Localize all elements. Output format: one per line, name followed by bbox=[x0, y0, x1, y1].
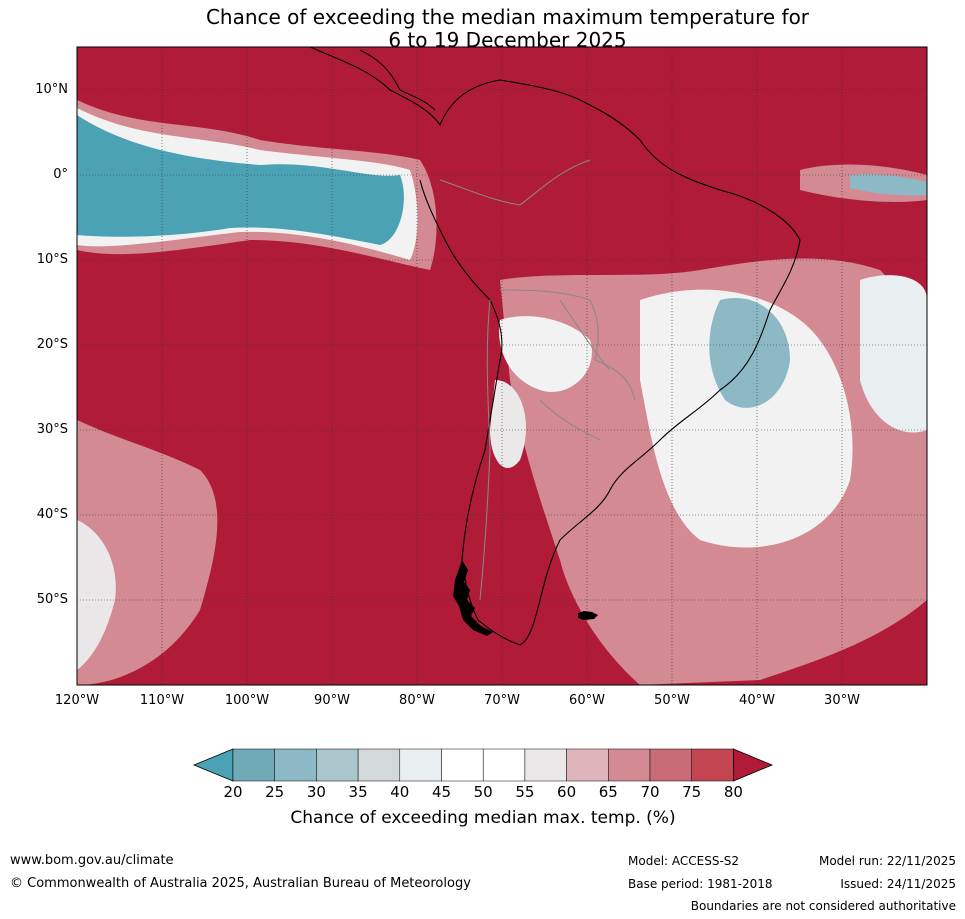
lon-label: 70°W bbox=[484, 693, 520, 708]
colorbar-tick-label: 75 bbox=[682, 783, 702, 801]
colorbar-tick-label: 70 bbox=[640, 783, 660, 801]
colorbar-tick-label: 30 bbox=[306, 783, 326, 801]
colorbar-tick-label: 65 bbox=[598, 783, 618, 801]
pink-zone-southwest bbox=[77, 420, 218, 685]
lon-label: 110°W bbox=[139, 693, 185, 708]
lat-label: 30°S bbox=[36, 422, 68, 437]
map-title-line2: 6 to 19 December 2025 bbox=[388, 28, 627, 52]
lat-label: 20°S bbox=[36, 337, 68, 352]
white-zone-atlantic bbox=[640, 289, 853, 548]
colorbar-tick-label: 50 bbox=[473, 783, 493, 801]
footer-url: www.bom.gov.au/climate bbox=[10, 853, 174, 868]
lat-label: 50°S bbox=[36, 592, 68, 607]
lon-label: 30°W bbox=[824, 693, 860, 708]
footer-disclaimer: Boundaries are not considered authoritat… bbox=[690, 899, 956, 913]
lat-label: 40°S bbox=[36, 507, 68, 522]
colorbar-cell bbox=[608, 748, 651, 782]
colorbar-cell bbox=[566, 748, 609, 782]
colorbar-cell bbox=[441, 748, 484, 782]
lon-label: 40°W bbox=[739, 693, 775, 708]
lon-label: 50°W bbox=[654, 693, 690, 708]
lon-label: 60°W bbox=[569, 693, 605, 708]
teal-zone-north-atlantic bbox=[850, 174, 927, 196]
colorbar-cell bbox=[274, 748, 317, 782]
colorbar-extend-low bbox=[192, 748, 234, 782]
chile-fjords bbox=[453, 560, 493, 636]
colorbar-tick-label: 25 bbox=[265, 783, 285, 801]
teal-zone-pacific bbox=[77, 115, 404, 245]
colorbar-label: Chance of exceeding median max. temp. (%… bbox=[290, 808, 676, 828]
lat-label: 10°N bbox=[35, 82, 68, 97]
colorbar-tick-label: 60 bbox=[557, 783, 577, 801]
colorbar-cell bbox=[399, 748, 442, 782]
lon-label: 120°W bbox=[54, 693, 100, 708]
footer-model: Model: ACCESS-S2 bbox=[628, 854, 740, 868]
colorbar-tick-label: 55 bbox=[515, 783, 535, 801]
lon-label: 90°W bbox=[314, 693, 350, 708]
central-america-coast bbox=[359, 49, 436, 111]
colorbar-cell bbox=[524, 748, 567, 782]
colorbar-extend-high bbox=[733, 748, 774, 782]
colorbar-tick-label: 35 bbox=[348, 783, 368, 801]
south-america-coastline bbox=[309, 47, 801, 646]
colorbar-tick-label: 80 bbox=[723, 783, 743, 801]
teal-zone-atlantic bbox=[709, 298, 790, 408]
map-frame bbox=[76, 46, 928, 686]
lon-label: 100°W bbox=[224, 693, 270, 708]
footer-copyright: © Commonwealth of Australia 2025, Austra… bbox=[10, 876, 471, 891]
colorbar-cell bbox=[316, 748, 359, 782]
white-zone-andes bbox=[499, 316, 592, 392]
colorbar-tick-label: 45 bbox=[431, 783, 452, 801]
light-zone-southwest bbox=[77, 520, 116, 670]
graticule bbox=[77, 47, 927, 685]
colorbar-cell bbox=[357, 748, 401, 782]
map-title-line1: Chance of exceeding the median maximum t… bbox=[205, 5, 810, 29]
falkland-islands bbox=[578, 611, 598, 620]
footer-model-run: Model run: 22/11/2025 bbox=[818, 854, 956, 868]
colorbar-tick-label: 40 bbox=[390, 783, 410, 801]
colorbar-cell bbox=[691, 748, 734, 782]
colorbar-cell bbox=[482, 748, 526, 782]
lon-label: 80°W bbox=[399, 693, 435, 708]
lat-label: 0° bbox=[53, 167, 68, 182]
colorbar-cell bbox=[232, 748, 275, 782]
colorbar-cell bbox=[649, 748, 692, 782]
country-borders bbox=[439, 159, 636, 601]
white-zone-chile bbox=[490, 380, 526, 469]
colorbar-tick-label: 20 bbox=[223, 783, 243, 801]
footer-issued: Issued: 24/11/2025 bbox=[840, 877, 956, 891]
footer-base-period: Base period: 1981-2018 bbox=[628, 877, 773, 891]
white-zone-atlantic-2 bbox=[860, 275, 927, 433]
lat-label: 10°S bbox=[36, 252, 68, 267]
